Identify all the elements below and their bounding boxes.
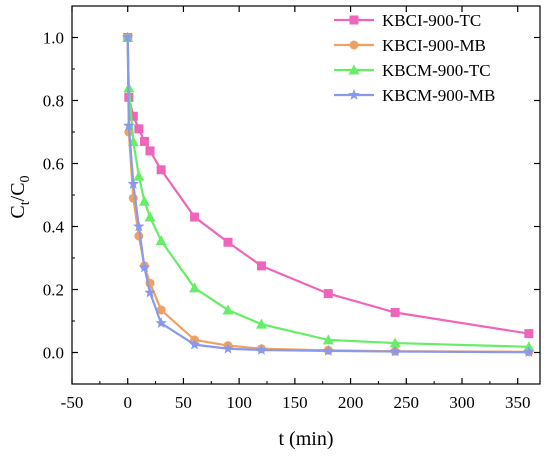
data-point bbox=[138, 261, 151, 273]
legend-label: KBCM-900-MB bbox=[382, 86, 495, 105]
data-point bbox=[189, 282, 201, 293]
y-tick-label: 0.0 bbox=[43, 344, 64, 363]
data-point bbox=[190, 212, 200, 222]
series-layer bbox=[122, 31, 535, 358]
data-point bbox=[145, 146, 155, 156]
series-kbcm-900-mb bbox=[122, 31, 535, 358]
data-point bbox=[133, 220, 145, 232]
data-point bbox=[123, 119, 135, 131]
data-point bbox=[155, 235, 167, 246]
data-point bbox=[156, 305, 166, 315]
y-tick-label: 1.0 bbox=[43, 29, 64, 48]
data-point bbox=[223, 237, 233, 247]
legend-marker bbox=[349, 40, 359, 50]
x-tick-label: 200 bbox=[338, 393, 364, 412]
data-point bbox=[322, 334, 334, 345]
data-point bbox=[255, 343, 268, 355]
data-point bbox=[156, 165, 166, 175]
x-tick-label: -50 bbox=[61, 393, 84, 412]
data-point bbox=[127, 177, 139, 189]
data-point bbox=[322, 344, 334, 356]
data-point bbox=[133, 170, 145, 181]
series-kbcm-900-tc bbox=[122, 32, 535, 352]
legend-item: KBCI-900-MB bbox=[334, 36, 486, 55]
data-point bbox=[523, 346, 535, 358]
data-point bbox=[389, 345, 401, 357]
legend-label: KBCI-900-TC bbox=[382, 11, 481, 30]
x-tick-label: 150 bbox=[282, 393, 308, 412]
legend-marker bbox=[348, 64, 360, 75]
data-point bbox=[390, 307, 400, 317]
legend-label: KBCI-900-MB bbox=[382, 36, 486, 55]
series-line bbox=[126, 37, 529, 354]
x-tick-label: 100 bbox=[226, 393, 252, 412]
y-tick-label: 0.4 bbox=[43, 218, 65, 237]
series-line bbox=[126, 37, 529, 348]
series-kbci-900-mb bbox=[123, 33, 534, 357]
y-tick-label: 0.6 bbox=[43, 155, 64, 174]
legend-label: KBCM-900-TC bbox=[382, 61, 491, 80]
data-point bbox=[155, 317, 167, 329]
data-point bbox=[144, 286, 156, 298]
y-axis-title: Ct/C0 bbox=[7, 175, 33, 218]
legend-marker bbox=[348, 89, 360, 100]
data-point bbox=[128, 111, 138, 121]
data-point bbox=[138, 195, 150, 206]
series-line bbox=[126, 37, 529, 353]
data-point bbox=[134, 124, 144, 134]
x-axis-title: t (min) bbox=[279, 428, 334, 450]
x-tick-label: 0 bbox=[123, 393, 132, 412]
legend-marker bbox=[349, 15, 359, 25]
y-tick-label: 0.2 bbox=[43, 281, 64, 300]
y-tick-label: 0.8 bbox=[43, 92, 64, 111]
legend-item: KBCM-900-MB bbox=[334, 86, 495, 105]
data-point bbox=[122, 31, 134, 43]
axes: -50 0 50 100 150 200 250 300 350 0.0 0.2 0.4 0.6 0.8 1… bbox=[43, 5, 541, 412]
data-point bbox=[323, 289, 333, 299]
legend-item: KBCM-900-TC bbox=[334, 61, 491, 80]
x-tick-label: 300 bbox=[449, 393, 475, 412]
data-point bbox=[524, 329, 534, 339]
data-point bbox=[144, 211, 156, 222]
data-point bbox=[139, 136, 149, 146]
data-point bbox=[389, 337, 401, 348]
data-point bbox=[222, 304, 234, 315]
x-tick-label: 350 bbox=[505, 393, 531, 412]
data-point bbox=[188, 338, 201, 350]
legend-item: KBCI-900-TC bbox=[334, 11, 481, 30]
x-tick-label: 250 bbox=[394, 393, 420, 412]
data-point bbox=[256, 261, 266, 271]
data-point bbox=[222, 342, 234, 354]
data-point bbox=[255, 318, 267, 329]
legend: KBCI-900-TC KBCI-900-MB KBCM-900-TC KBCM-90… bbox=[334, 11, 495, 105]
x-tick-label: 50 bbox=[175, 393, 192, 412]
